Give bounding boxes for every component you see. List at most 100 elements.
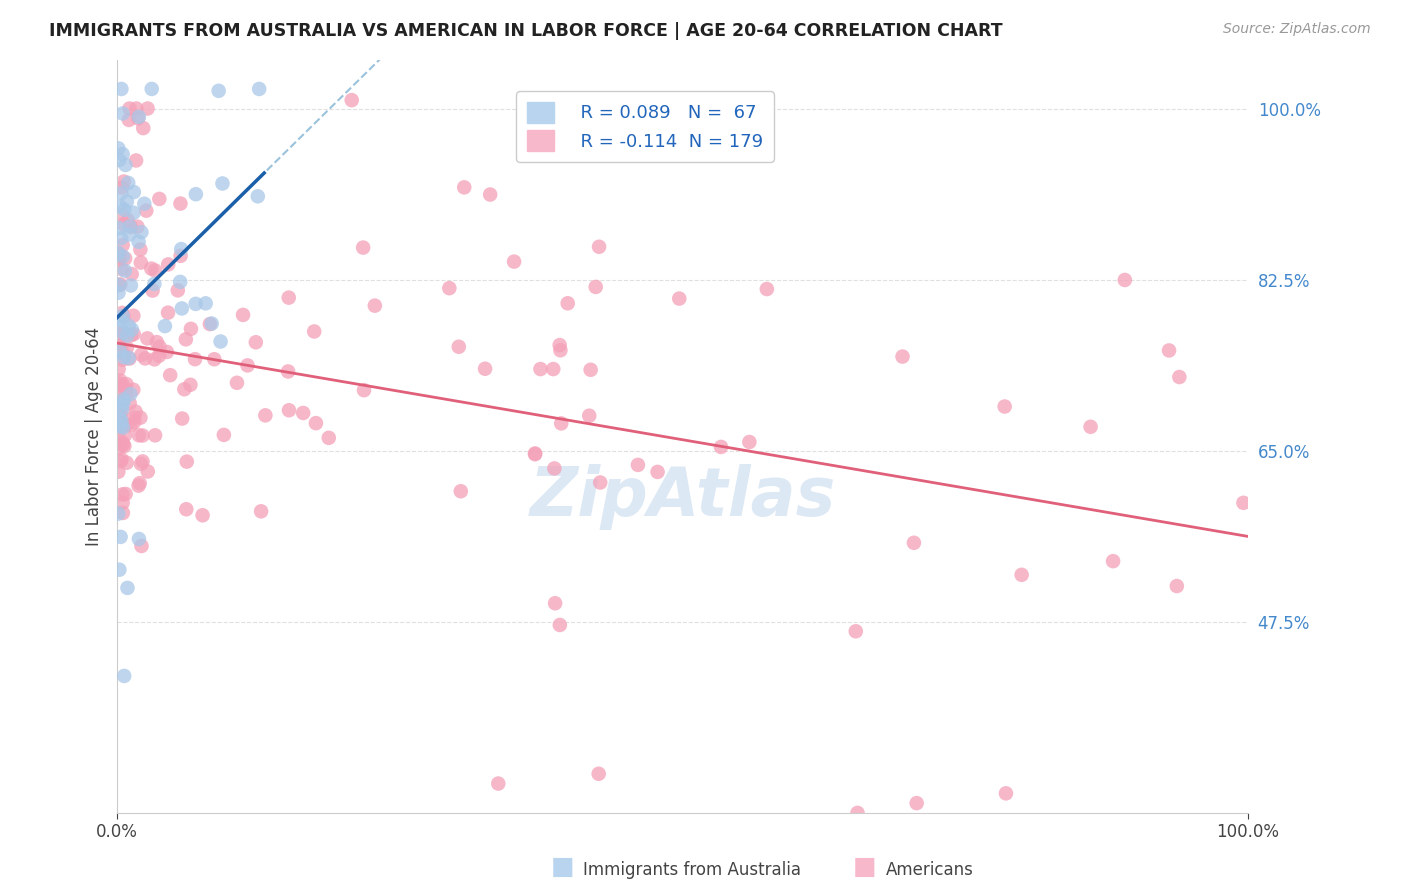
- Point: [110, 414, 132, 428]
- Point: [128, 428, 150, 442]
- Point: [128, 476, 150, 491]
- Point: [111, 487, 134, 501]
- Point: [127, 219, 149, 234]
- Point: [184, 297, 207, 311]
- Point: [524, 446, 547, 460]
- Point: [131, 225, 153, 239]
- Point: [117, 581, 139, 595]
- Point: [129, 243, 152, 257]
- Point: [202, 352, 225, 367]
- Point: [486, 776, 509, 790]
- Point: [112, 174, 135, 188]
- Point: [117, 213, 139, 227]
- Point: [120, 278, 142, 293]
- Text: Source: ZipAtlas.com: Source: ZipAtlas.com: [1223, 22, 1371, 37]
- Point: [111, 506, 134, 520]
- Point: [232, 308, 254, 322]
- Point: [112, 217, 135, 231]
- Point: [120, 219, 142, 234]
- Point: [122, 326, 145, 341]
- Point: [111, 309, 134, 323]
- Point: [142, 284, 165, 298]
- Point: [292, 406, 315, 420]
- Point: [122, 206, 145, 220]
- Point: [108, 221, 131, 235]
- Point: [111, 306, 134, 320]
- Point: [114, 428, 136, 442]
- Point: [107, 332, 129, 346]
- Point: [1011, 567, 1033, 582]
- Point: [548, 618, 571, 632]
- Point: [128, 110, 150, 124]
- Point: [156, 345, 179, 359]
- Point: [120, 328, 142, 343]
- Point: [111, 106, 134, 120]
- Point: [148, 340, 170, 354]
- Point: [198, 317, 221, 331]
- Point: [112, 420, 135, 434]
- Point: [589, 475, 612, 490]
- Point: [1102, 554, 1125, 568]
- Point: [122, 309, 145, 323]
- Point: [118, 102, 141, 116]
- Point: [111, 262, 134, 277]
- Point: [122, 185, 145, 199]
- Point: [1114, 273, 1136, 287]
- Point: [112, 202, 135, 217]
- Point: [111, 496, 134, 510]
- Legend:   R = 0.089   N =  67,   R = -0.114  N = 179: R = 0.089 N = 67, R = -0.114 N = 179: [516, 91, 773, 161]
- Point: [110, 454, 132, 468]
- Point: [143, 277, 166, 291]
- Point: [250, 504, 273, 518]
- Point: [439, 281, 461, 295]
- Point: [157, 257, 180, 271]
- Point: [1080, 419, 1102, 434]
- Point: [107, 431, 129, 445]
- Point: [474, 361, 496, 376]
- Point: [118, 227, 141, 242]
- Point: [110, 200, 132, 214]
- Point: [278, 403, 301, 417]
- Point: [129, 457, 152, 471]
- Point: [107, 277, 129, 292]
- Point: [710, 440, 733, 454]
- Point: [153, 319, 176, 334]
- Point: [111, 180, 134, 194]
- Point: [115, 341, 138, 355]
- Point: [588, 766, 610, 780]
- Point: [136, 102, 159, 116]
- Point: [447, 340, 470, 354]
- Point: [194, 296, 217, 310]
- Y-axis label: In Labor Force | Age 20-64: In Labor Force | Age 20-64: [86, 326, 103, 546]
- Point: [1232, 496, 1254, 510]
- Point: [110, 406, 132, 420]
- Point: [107, 362, 129, 376]
- Point: [340, 93, 363, 107]
- Point: [108, 563, 131, 577]
- Point: [166, 283, 188, 297]
- Point: [107, 285, 129, 300]
- Point: [755, 282, 778, 296]
- Point: [111, 377, 134, 392]
- Point: [668, 292, 690, 306]
- Point: [114, 158, 136, 172]
- Point: [550, 343, 572, 358]
- Point: [738, 435, 761, 450]
- Point: [891, 350, 914, 364]
- Point: [588, 240, 610, 254]
- Point: [1157, 343, 1180, 358]
- Point: [111, 436, 134, 450]
- Point: [212, 428, 235, 442]
- Point: [125, 153, 148, 168]
- Point: [585, 280, 607, 294]
- Point: [579, 363, 602, 377]
- Point: [115, 328, 138, 343]
- Point: [118, 351, 141, 365]
- Point: [110, 388, 132, 402]
- Point: [108, 385, 131, 400]
- Point: [524, 447, 547, 461]
- Point: [132, 121, 155, 136]
- Point: [529, 362, 551, 376]
- Point: [169, 249, 191, 263]
- Point: [110, 530, 132, 544]
